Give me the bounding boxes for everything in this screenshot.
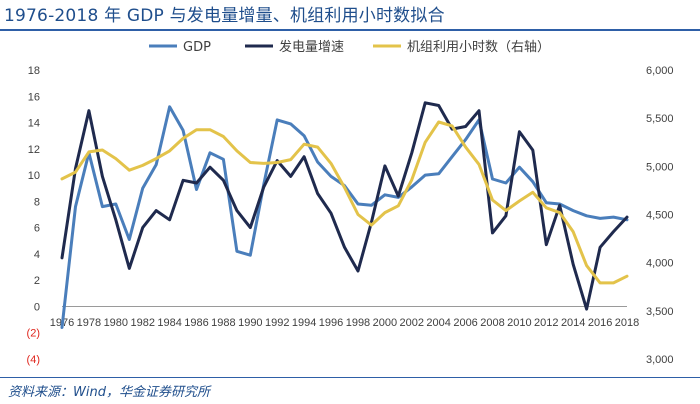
- chart-title: 1976-2018 年 GDP 与发电量增量、机组利用小时数拟合: [4, 6, 445, 26]
- left-tick-label: 4: [34, 249, 40, 261]
- right-axis: 6,000 5,500 5,000 4,500 4,000 3,500 3,000: [646, 65, 674, 366]
- x-tick-label: 2012: [534, 317, 558, 329]
- x-tick-label: 1990: [238, 317, 262, 329]
- x-tick-label: 1986: [184, 317, 208, 329]
- x-tick-label: 1994: [292, 317, 316, 329]
- x-tick-label: 2010: [507, 317, 531, 329]
- source-note: 资料来源：Wind，华金证券研究所: [8, 385, 210, 400]
- x-tick-label: 2016: [588, 317, 612, 329]
- right-tick-label: 4,500: [646, 210, 674, 222]
- legend-item-gdp-label: GDP: [183, 40, 211, 55]
- legend-item-power-growth-label: 发电量增速: [279, 39, 344, 55]
- x-tick-label: 2002: [400, 317, 424, 329]
- x-tick-label: 2000: [373, 317, 397, 329]
- x-tick-label: 1992: [265, 317, 289, 329]
- right-tick-label: 5,500: [646, 113, 674, 125]
- right-tick-label: 6,000: [646, 65, 674, 77]
- x-tick-label: 2004: [426, 317, 450, 329]
- left-tick-label: 12: [28, 144, 40, 156]
- right-tick-label: 5,000: [646, 161, 674, 173]
- left-tick-label: 2: [34, 275, 40, 287]
- x-tick-label: 2008: [480, 317, 504, 329]
- left-tick-label: 14: [28, 118, 40, 130]
- title-divider: [0, 29, 700, 31]
- left-tick-label: 6: [34, 223, 40, 235]
- series-layer: [60, 101, 629, 329]
- legend-item-utilization-hours-label: 机组利用小时数（右轴）: [407, 40, 550, 55]
- x-tick-label: 1998: [346, 317, 370, 329]
- x-tick-label: 2006: [453, 317, 477, 329]
- power-growth-line: [60, 101, 629, 311]
- x-tick-label: 2014: [561, 317, 585, 329]
- right-tick-label: 3,000: [646, 354, 674, 366]
- x-tick-label: 1984: [157, 317, 181, 329]
- left-tick-label: 8: [34, 196, 40, 208]
- left-tick-label: (2): [27, 328, 40, 340]
- left-tick-label: 0: [34, 301, 40, 313]
- x-tick-label: 1982: [130, 317, 154, 329]
- x-tick-label: 1996: [319, 317, 343, 329]
- x-tick-label: 2018: [615, 317, 639, 329]
- x-axis: 1976 1978 1980 1982 1984 1986 1988 1990 1992 1994…: [50, 305, 639, 329]
- right-tick-label: 4,000: [646, 258, 674, 270]
- footer-divider: [0, 377, 700, 378]
- x-tick-label: 1978: [77, 317, 101, 329]
- left-tick-label: 16: [28, 91, 40, 103]
- right-tick-label: 3,500: [646, 306, 674, 318]
- left-tick-label: (4): [27, 354, 40, 366]
- left-axis: 18 16 14 12 10 8 6 4 2 0 (2) (4): [27, 65, 40, 366]
- left-tick-label: 10: [28, 170, 40, 182]
- x-tick-label: 1988: [211, 317, 235, 329]
- left-tick-label: 18: [28, 65, 40, 77]
- legend: GDP 发电量增速 机组利用小时数（右轴）: [149, 39, 550, 55]
- x-tick-label: 1980: [104, 317, 128, 329]
- utilization-hours-line: [60, 120, 629, 285]
